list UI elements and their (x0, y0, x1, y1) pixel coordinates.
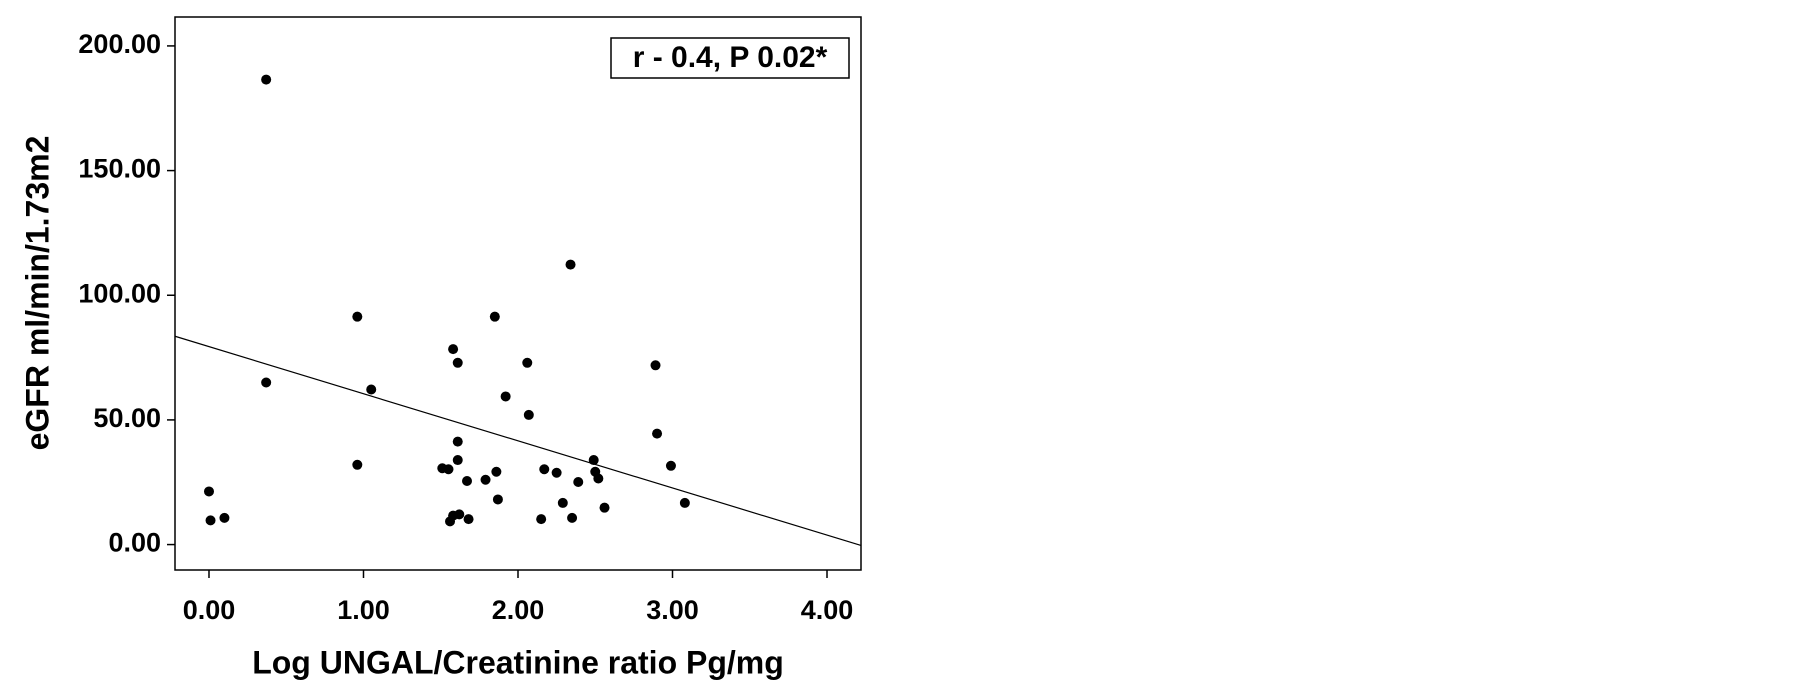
point (454, 509, 465, 520)
point (491, 466, 502, 477)
x-tick-label: 0.00 (183, 595, 236, 625)
point (462, 475, 473, 486)
y-axis-title: eGFR ml/min/1.73m2 (19, 136, 55, 451)
y-tick-label: 100.00 (78, 278, 161, 308)
plot-frame (174, 16, 862, 571)
point (599, 502, 610, 513)
x-tick-label: 3.00 (646, 595, 699, 625)
point (489, 311, 500, 322)
point (536, 514, 547, 525)
point (203, 486, 214, 497)
y-tick-label: 50.00 (93, 403, 161, 433)
point (665, 460, 676, 471)
point (522, 357, 533, 368)
point (452, 436, 463, 447)
point (448, 344, 459, 355)
point (452, 357, 463, 368)
x-tick-label: 2.00 (492, 595, 545, 625)
y-tick-label: 0.00 (108, 528, 161, 558)
point (205, 515, 216, 526)
annotation: r - 0.4, P 0.02* (633, 41, 828, 74)
point (463, 514, 474, 525)
point (261, 377, 272, 388)
y-tick-label: 200.00 (78, 29, 161, 59)
point (480, 474, 491, 485)
point (588, 455, 599, 466)
point (593, 473, 604, 484)
point (219, 512, 230, 523)
point (650, 360, 661, 371)
point (492, 494, 503, 505)
point (366, 384, 377, 395)
point (500, 391, 511, 402)
point (352, 459, 363, 470)
point (567, 512, 578, 523)
point (539, 464, 550, 475)
x-tick-label: 1.00 (337, 595, 390, 625)
point (261, 74, 272, 85)
point (452, 455, 463, 466)
point (523, 409, 534, 420)
y-tick-label: 150.00 (78, 154, 161, 184)
point (551, 467, 562, 478)
point (679, 497, 690, 508)
point (352, 311, 363, 322)
x-axis-title: Log UNGAL/Creatinine ratio Pg/mg (252, 644, 784, 680)
point (652, 428, 663, 439)
fit-line (174, 335, 862, 547)
annotation-box (610, 37, 850, 79)
point (557, 497, 568, 508)
x-tick-label: 4.00 (801, 595, 854, 625)
point (443, 464, 454, 475)
point (565, 259, 576, 270)
point (573, 476, 584, 487)
